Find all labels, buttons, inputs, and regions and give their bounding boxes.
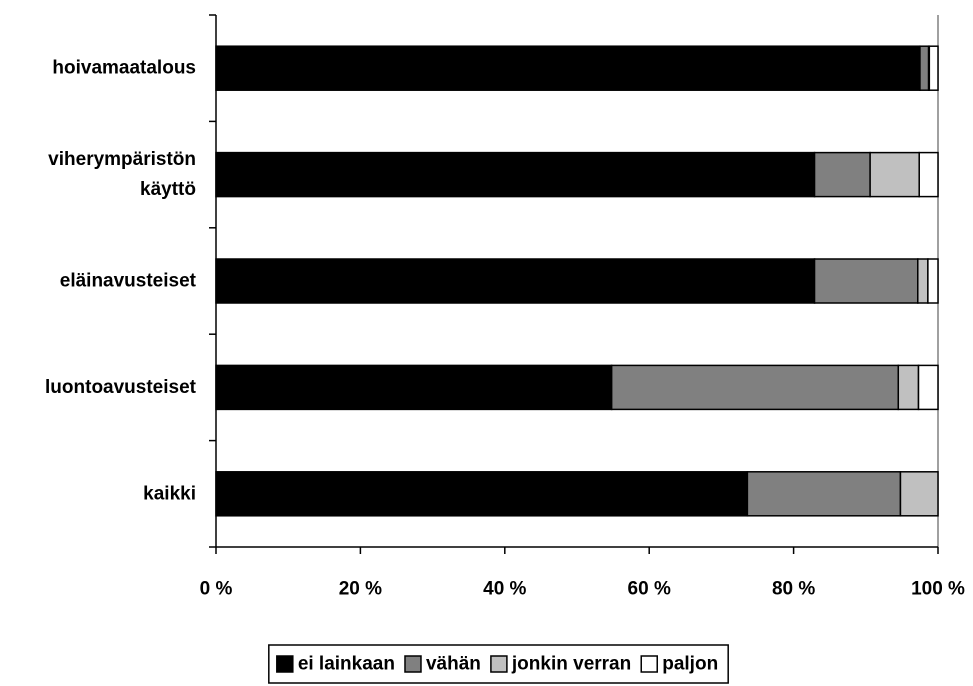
- legend-swatch: [640, 655, 658, 673]
- x-tick-label: 100 %: [911, 579, 965, 600]
- bar-segment: [215, 151, 816, 198]
- x-tick-label: 20 %: [339, 579, 382, 600]
- bar-segment: [899, 471, 939, 517]
- bar-segment: [215, 45, 921, 91]
- legend-label: jonkin verran: [511, 654, 631, 675]
- y-axis: hoivamaatalous viherympäristön käyttö eläin…: [45, 14, 217, 548]
- bar-segment: [610, 364, 900, 411]
- x-tick-label: 40 %: [483, 579, 526, 600]
- bar-segment: [918, 151, 939, 198]
- x-axis: 0 % 20 % 40 % 60 % 80 % 100 %: [200, 546, 965, 600]
- bars: [215, 45, 939, 517]
- category-label: kaikki: [143, 483, 196, 504]
- legend-label: vähän: [426, 654, 481, 675]
- x-tick-label: 80 %: [772, 579, 815, 600]
- category-label: luontoavusteiset: [45, 377, 197, 398]
- bar-segment: [917, 258, 929, 304]
- category-label: viherympäristön: [48, 149, 196, 170]
- category-label: käyttö: [140, 179, 196, 200]
- bar-segment: [869, 151, 920, 198]
- legend-label: paljon: [662, 654, 718, 675]
- bar-segment: [927, 258, 939, 304]
- bar-segment: [917, 364, 939, 411]
- legend-swatch: [490, 655, 508, 673]
- legend: ei lainkaan vähän jonkin verran paljon: [268, 644, 729, 684]
- x-tick-label: 60 %: [628, 579, 671, 600]
- legend-swatch: [276, 655, 294, 673]
- bar-segment: [897, 364, 920, 411]
- bar-segment: [928, 45, 939, 91]
- bar-segment: [919, 45, 930, 91]
- legend-label: ei lainkaan: [298, 654, 395, 675]
- x-tick-label: 0 %: [200, 579, 233, 600]
- category-label: eläinavusteiset: [60, 271, 197, 292]
- legend-swatch: [404, 655, 422, 673]
- bar-segment: [215, 471, 749, 517]
- bar-segment: [746, 471, 902, 517]
- category-label: hoivamaatalous: [52, 58, 196, 79]
- bar-segment: [215, 258, 816, 304]
- bar-segment: [813, 151, 871, 198]
- bar-segment: [813, 258, 919, 304]
- bar-segment: [215, 364, 613, 411]
